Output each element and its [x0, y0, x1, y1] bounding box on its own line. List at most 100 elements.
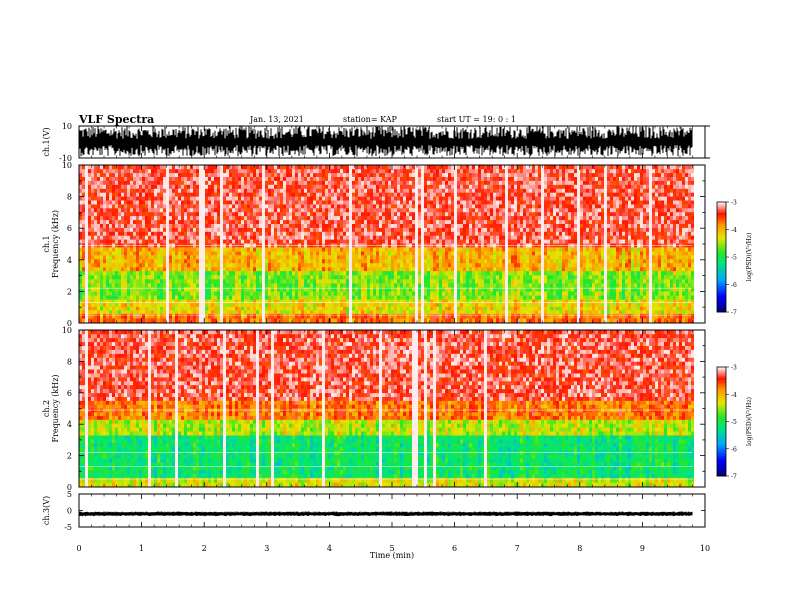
ch1-spectrogram-cell	[424, 251, 427, 255]
ch1-spectrogram-cell	[355, 216, 358, 220]
ch1-spectrogram-cell	[229, 310, 232, 314]
ch1-spectrogram-cell	[376, 212, 379, 216]
ch1-spectrogram-cell	[202, 204, 205, 208]
ch1-spectrogram-cell	[355, 283, 358, 287]
ch1-spectrogram-cell	[439, 204, 442, 208]
ch1-spectrogram-cell	[262, 247, 265, 251]
ch1-spectrogram-cell	[253, 263, 256, 267]
ch1-spectrogram-cell	[310, 192, 313, 196]
ch1-spectrogram-cell	[409, 208, 412, 212]
ch1-spectrogram-cell	[403, 291, 406, 295]
ch1-spectrogram-cell	[241, 283, 244, 287]
ch1-spectrogram-cell	[337, 204, 340, 208]
ch1-spectrogram-cell	[235, 310, 238, 314]
ch1-spectrogram-cell	[364, 247, 367, 251]
ch1-spectrogram-cell	[304, 228, 307, 232]
ch1-spectrogram-cell	[337, 208, 340, 212]
ch1-spectrogram-cell	[163, 212, 166, 216]
ch1-spectrogram-cell	[190, 263, 193, 267]
ch1-spectrogram-cell	[124, 255, 127, 259]
ch1-spectrogram-cell	[316, 310, 319, 314]
ch1-spectrogram-cell	[394, 271, 397, 275]
ch1-spectrogram-cell	[412, 247, 415, 251]
ch1-spectrogram-cell	[328, 200, 331, 204]
ch1-spectrogram-cell	[370, 263, 373, 267]
ch1-spectrogram-cell	[82, 275, 85, 279]
ch1-spectrogram-cell	[418, 185, 421, 189]
ch1-spectrogram-cell	[187, 306, 190, 310]
ch1-spectrogram-cell	[193, 232, 196, 236]
ch1-spectrogram-cell	[241, 263, 244, 267]
ch1-spectrogram-cell	[172, 216, 175, 220]
ch1-spectrogram-cell	[139, 228, 142, 232]
ch1-spectrogram-cell	[169, 220, 172, 224]
ch1-spectrogram-cell	[361, 295, 364, 299]
ch1-spectrogram-cell	[253, 216, 256, 220]
ch1-spectrogram-cell	[172, 169, 175, 173]
ch1-spectrogram-cell	[331, 169, 334, 173]
ch1-spectrogram-cell	[91, 310, 94, 314]
ch1-spectrogram-cell	[295, 279, 298, 283]
ch1-spectrogram-cell	[127, 177, 130, 181]
ch1-spectrogram-cell	[244, 271, 247, 275]
ch1-spectrogram-cell	[370, 224, 373, 228]
ch1-spectrogram-cell	[382, 192, 385, 196]
ch1-spectrogram-cell	[112, 208, 115, 212]
ch1-spectrogram-cell	[316, 224, 319, 228]
ch1-spectrogram-cell	[331, 181, 334, 185]
ch1-spectrogram-cell	[145, 239, 148, 243]
ch1-spectrogram-cell	[259, 192, 262, 196]
ch1-spectrogram-cell	[124, 200, 127, 204]
ch1-spectrogram-cell	[247, 185, 250, 189]
ch1-spectrogram-cell	[277, 275, 280, 279]
ch1-spectrogram-cell	[406, 267, 409, 271]
ch1-spectrogram-cell	[304, 232, 307, 236]
ch1-spectrogram-cell	[283, 259, 286, 263]
ch1-spectrogram-cell	[172, 220, 175, 224]
ch1-spectrogram-cell	[370, 204, 373, 208]
ch1-spectrogram-cell	[343, 192, 346, 196]
ch1-spectrogram-cell	[136, 255, 139, 259]
ch1-spectrogram-cell	[91, 185, 94, 189]
ch1-spectrogram-cell	[202, 189, 205, 193]
ch1-spectrogram-cell	[397, 173, 400, 177]
ch1-spectrogram-cell	[244, 208, 247, 212]
ch1-spectrogram-cell	[130, 189, 133, 193]
ch1-spectrogram-cell	[88, 208, 91, 212]
ch1-spectrogram-cell	[142, 173, 145, 177]
ch1-spectrogram-cell	[319, 251, 322, 255]
ch1-spectrogram-cell	[343, 279, 346, 283]
ch1-spectrogram-cell	[100, 267, 103, 271]
ch1-spectrogram-cell	[103, 208, 106, 212]
ch1-spectrogram-cell	[187, 216, 190, 220]
ch1-spectrogram-cell	[277, 251, 280, 255]
ch1-spectrogram-cell	[199, 287, 202, 291]
ch1-spectrogram-cell	[280, 291, 283, 295]
ch1-spectrogram-cell	[424, 247, 427, 251]
ch1-spectrogram-cell	[199, 228, 202, 232]
ch1-spectrogram-cell	[91, 247, 94, 251]
ch1-spectrogram-cell	[301, 228, 304, 232]
ch1-spectrogram-cell	[376, 247, 379, 251]
ch1-spectrogram-cell	[343, 181, 346, 185]
ch1-spectrogram-cell	[238, 169, 241, 173]
ch1-spectrogram-cell	[433, 291, 436, 295]
ch1-spectrogram-cell	[346, 235, 349, 239]
ch1-spectrogram-cell	[322, 228, 325, 232]
ch1-spectrogram-cell	[367, 165, 370, 169]
ch1-spectrogram-cell	[394, 204, 397, 208]
ch1-spectrogram-cell	[442, 220, 445, 224]
ch1-spectrogram-cell	[295, 169, 298, 173]
ch1-spectrogram-cell	[235, 251, 238, 255]
ch1-spectrogram-cell	[286, 291, 289, 295]
ch1-spectrogram-cell	[193, 279, 196, 283]
ch1-spectrogram-cell	[94, 181, 97, 185]
ch1-spectrogram-cell	[352, 208, 355, 212]
ch1-spectrogram-cell	[136, 200, 139, 204]
ch1-spectrogram-cell	[274, 200, 277, 204]
ch1-spectrogram-cell	[283, 310, 286, 314]
ch1-spectrogram-cell	[250, 220, 253, 224]
ch1-spectrogram-cell	[172, 239, 175, 243]
ch1-spectrogram-cell	[142, 291, 145, 295]
ch1-spectrogram-cell	[358, 185, 361, 189]
